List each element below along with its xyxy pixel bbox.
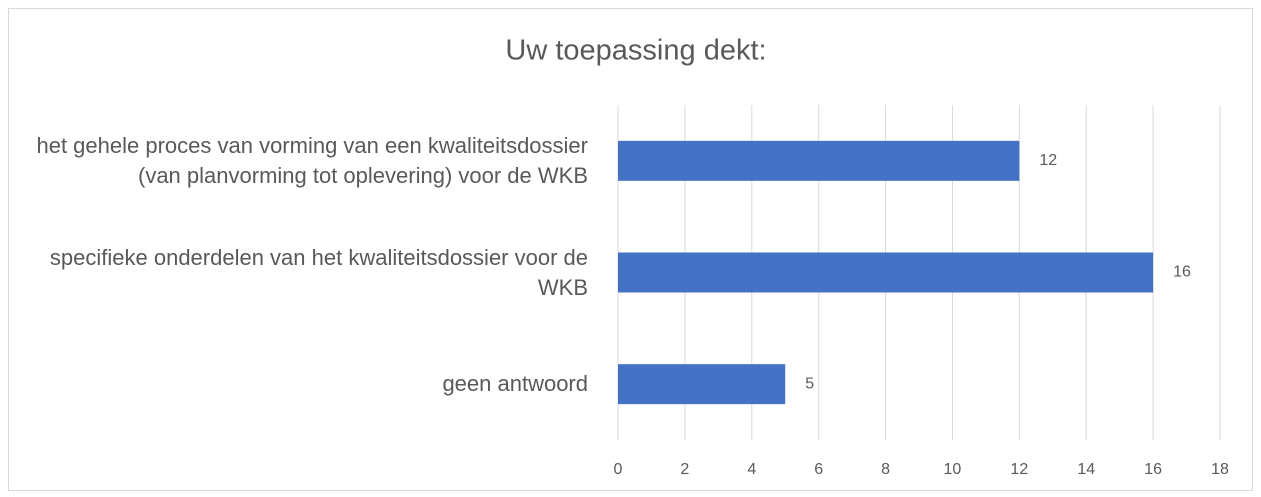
value-label: 12 (1039, 152, 1057, 169)
x-tick-label: 10 (944, 461, 962, 478)
bar (618, 252, 1154, 293)
x-tick-label: 16 (1144, 461, 1162, 478)
x-tick-label: 2 (680, 461, 689, 478)
value-label: 16 (1173, 264, 1191, 281)
bar (618, 364, 786, 405)
x-tick-label: 12 (1010, 461, 1028, 478)
value-label: 5 (805, 375, 814, 392)
x-tick-label: 8 (881, 461, 890, 478)
x-tick-label: 4 (747, 461, 756, 478)
x-tick-label: 0 (614, 461, 623, 478)
chart-border (8, 8, 1253, 491)
bar (618, 140, 1020, 181)
chart-title: Uw toepassing dekt: (505, 35, 766, 67)
x-tick-label: 14 (1077, 461, 1095, 478)
y-tick-label: specifieke onderdelen van het kwaliteits… (49, 244, 588, 300)
x-tick-label: 6 (814, 461, 823, 478)
x-tick-label: 18 (1211, 461, 1229, 478)
y-tick-label: geen antwoord (442, 371, 588, 397)
y-tick-label: het gehele proces van vorming van een kw… (36, 132, 588, 188)
